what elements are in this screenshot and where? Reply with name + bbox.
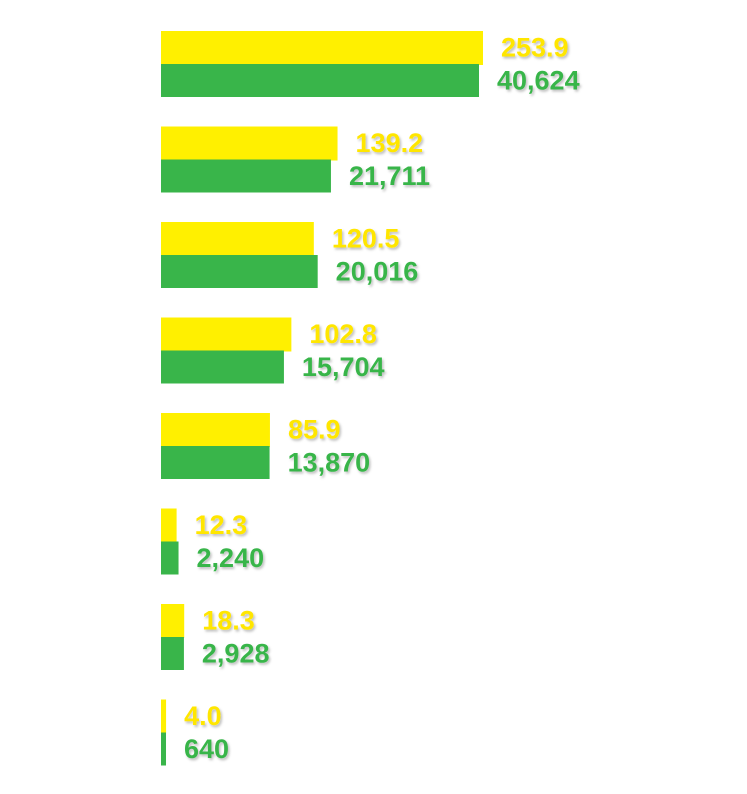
bar-series1-item4 bbox=[161, 317, 292, 352]
value-label-series1-item4: 102.8 bbox=[309, 319, 377, 349]
value-label-series1-item7: 18.3 bbox=[202, 606, 255, 636]
value-labels-layer: 253.9 139.2 120.5 102.8 85.9 12.3 18.3 4.0 40,62… bbox=[184, 33, 580, 765]
bars-layer bbox=[161, 31, 483, 766]
value-label-series1-item8: 4.0 bbox=[184, 701, 222, 731]
bar-series1-item3 bbox=[161, 222, 314, 256]
value-label-series2-item5: 13,870 bbox=[288, 448, 371, 478]
bar-series2-item4 bbox=[161, 350, 284, 384]
bar-series2-item5 bbox=[161, 446, 270, 479]
bar-series1-item7 bbox=[161, 604, 185, 638]
value-label-series2-item7: 2,928 bbox=[202, 639, 270, 669]
bar-series2-item7 bbox=[161, 637, 184, 670]
bar-series1-item1 bbox=[161, 31, 483, 65]
bar-series2-item3 bbox=[161, 255, 318, 288]
value-label-series2-item3: 20,016 bbox=[336, 257, 419, 287]
bar-series2-item6 bbox=[161, 541, 179, 575]
bar-series1-item6 bbox=[161, 508, 177, 543]
value-label-series2-item2: 21,711 bbox=[349, 161, 430, 191]
value-label-series1-item3: 120.5 bbox=[332, 224, 400, 254]
value-label-series2-item1: 40,624 bbox=[497, 66, 580, 96]
value-label-series1-item2: 139.2 bbox=[356, 128, 424, 158]
value-label-series2-item8: 640 bbox=[184, 734, 229, 764]
value-label-series2-item4: 15,704 bbox=[302, 352, 385, 382]
bar-series2-item1 bbox=[161, 64, 479, 97]
bar-series1-item8 bbox=[161, 699, 167, 734]
bar-series1-item2 bbox=[161, 126, 338, 161]
value-label-series1-item6: 12.3 bbox=[195, 510, 248, 540]
bar-series1-item5 bbox=[161, 413, 270, 447]
value-label-series1-item5: 85.9 bbox=[288, 415, 341, 445]
bar-series2-item8 bbox=[161, 732, 167, 766]
bar-series2-item2 bbox=[161, 159, 331, 193]
value-label-series1-item1: 253.9 bbox=[501, 33, 569, 63]
value-label-series2-item6: 2,240 bbox=[197, 543, 265, 573]
